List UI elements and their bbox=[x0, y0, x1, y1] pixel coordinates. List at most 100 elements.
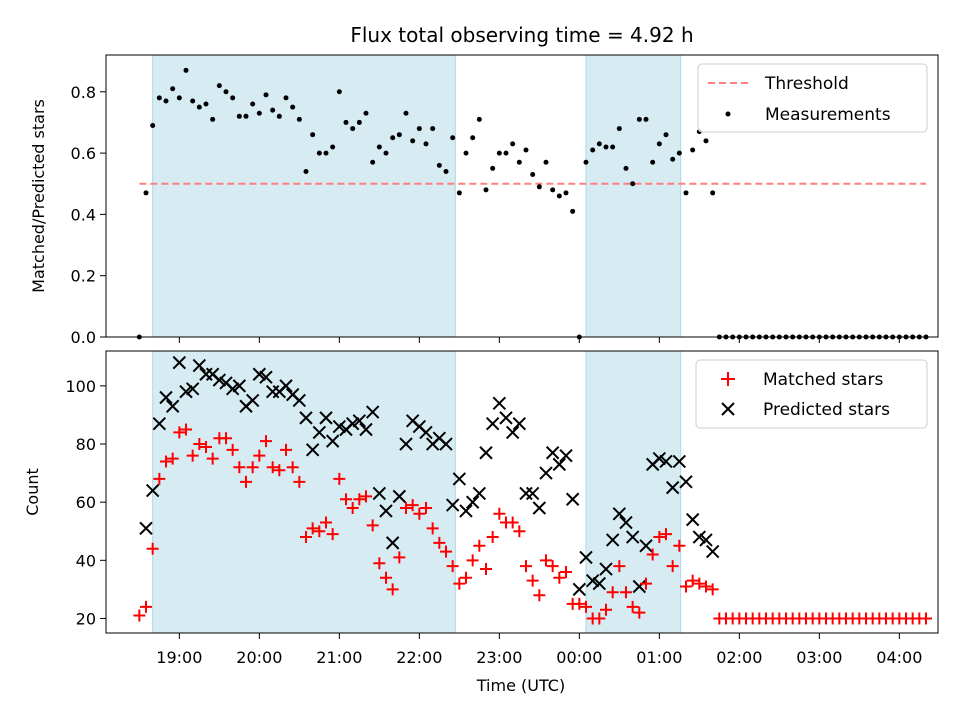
count-subplot: 20 40 60 80 100 19:00 20:00 21:00 22:00 23:00 00:… bbox=[23, 350, 939, 695]
measurement-point bbox=[210, 116, 216, 122]
measurement-point bbox=[623, 165, 629, 171]
measurement-point bbox=[563, 190, 569, 196]
predicted-star-marker bbox=[552, 457, 567, 472]
measurement-point bbox=[343, 119, 349, 125]
matched-star-marker bbox=[300, 531, 312, 544]
predicted-star-marker bbox=[452, 472, 467, 486]
matched-star-marker bbox=[400, 501, 412, 514]
measurement-point bbox=[296, 116, 302, 122]
predicted-star-marker bbox=[185, 382, 200, 396]
matched-star-marker bbox=[433, 536, 446, 549]
measurement-point bbox=[276, 113, 282, 119]
matched-star-marker bbox=[533, 589, 546, 602]
measurement-point bbox=[450, 135, 456, 141]
predicted-star-marker bbox=[225, 382, 240, 396]
measurement-point bbox=[490, 165, 496, 171]
measurement-point bbox=[456, 190, 462, 196]
measurement-point bbox=[303, 168, 309, 174]
measurement-point bbox=[350, 126, 356, 132]
matched-star-marker bbox=[460, 571, 472, 584]
matched-star-marker bbox=[193, 438, 206, 451]
measurement-point bbox=[503, 150, 509, 156]
predicted-star-marker bbox=[485, 416, 500, 431]
measurement-point bbox=[376, 144, 382, 150]
measurement-point bbox=[643, 116, 649, 122]
matched-star-marker bbox=[513, 525, 526, 538]
measurement-point bbox=[196, 104, 202, 110]
measurement-point bbox=[476, 116, 482, 122]
predicted-star-marker bbox=[152, 416, 167, 431]
predicted-star-marker bbox=[245, 393, 260, 408]
measurement-point bbox=[143, 190, 149, 196]
predicted-star-marker bbox=[585, 573, 600, 588]
measurement-point bbox=[370, 159, 376, 165]
matched-star-marker bbox=[626, 600, 639, 613]
predicted-star-marker bbox=[599, 562, 613, 576]
x-tick-label: 03:00 bbox=[796, 648, 842, 667]
measurement-point bbox=[663, 132, 669, 138]
y-tick-label: 100 bbox=[65, 377, 96, 396]
predicted-star-marker bbox=[699, 533, 713, 547]
legend-predicted-label: Predicted stars bbox=[763, 400, 890, 420]
y-tick-label: 20 bbox=[76, 609, 96, 628]
bottom-y-axis-label: Count bbox=[23, 468, 42, 516]
measurement-point bbox=[543, 159, 549, 165]
predicted-star-marker bbox=[505, 425, 520, 440]
measurement-point bbox=[636, 116, 642, 122]
matched-star-marker bbox=[540, 554, 552, 567]
matched-star-marker bbox=[453, 577, 466, 590]
y-tick-label: 0.4 bbox=[71, 205, 96, 224]
measurement-point bbox=[223, 89, 229, 95]
measurement-point bbox=[523, 147, 529, 153]
matched-star-marker bbox=[920, 612, 932, 625]
measurement-point bbox=[483, 187, 489, 193]
matched-star-marker bbox=[620, 586, 632, 599]
measurement-point bbox=[590, 147, 596, 153]
measurement-point bbox=[430, 126, 436, 132]
matched-star-marker bbox=[313, 525, 326, 538]
matched-star-marker bbox=[306, 522, 319, 535]
top-legend: Threshold Measurements bbox=[697, 63, 928, 133]
top-axes-frame bbox=[105, 54, 939, 338]
matched-star-marker bbox=[200, 440, 212, 453]
predicted-star-marker bbox=[705, 544, 720, 559]
predicted-star-marker bbox=[145, 483, 160, 498]
matched-star-marker bbox=[266, 461, 279, 474]
predicted-star-marker bbox=[419, 425, 433, 440]
matched-star-marker bbox=[606, 586, 619, 599]
predicted-star-marker bbox=[619, 515, 633, 530]
matched-star-marker bbox=[340, 493, 352, 506]
predicted-star-marker bbox=[612, 507, 627, 521]
measurement-point bbox=[203, 101, 209, 107]
legend-measurements-swatch bbox=[725, 111, 731, 117]
measurement-point bbox=[463, 150, 469, 156]
predicted-star-marker bbox=[512, 416, 527, 431]
x-tick-label: 04:00 bbox=[876, 648, 922, 667]
matched-star-marker bbox=[706, 583, 719, 596]
measurement-point bbox=[330, 144, 336, 150]
bottom-shaded-intervals bbox=[152, 350, 682, 634]
measurement-point bbox=[416, 126, 422, 132]
predicted-star-marker bbox=[179, 384, 193, 399]
measurement-point bbox=[550, 187, 556, 193]
predicted-star-marker bbox=[559, 448, 573, 463]
measurement-point bbox=[396, 132, 402, 138]
predicted-star-marker bbox=[625, 530, 640, 544]
legend-threshold-label: Threshold bbox=[764, 74, 849, 94]
matched-star-marker bbox=[360, 490, 372, 503]
top-y-axis-label: Matched/Predicted stars bbox=[29, 99, 48, 293]
matched-star-marker bbox=[580, 600, 592, 613]
measurement-point bbox=[283, 95, 289, 101]
predicted-star-marker bbox=[352, 414, 367, 428]
matched-star-marker bbox=[680, 580, 692, 593]
legend-matched-label: Matched stars bbox=[763, 370, 883, 390]
measurement-points bbox=[136, 67, 929, 340]
measurement-point bbox=[243, 113, 249, 119]
matched-star-marker bbox=[133, 609, 146, 622]
predicted-star-marker bbox=[459, 504, 473, 518]
predicted-star-marker bbox=[139, 521, 153, 536]
predicted-star-marker bbox=[525, 486, 540, 501]
ratio-subplot: 0.00.20.40.60.8 Matched/Predicted stars … bbox=[29, 54, 939, 347]
measurement-point bbox=[470, 135, 476, 141]
predicted-star-marker bbox=[279, 379, 293, 393]
